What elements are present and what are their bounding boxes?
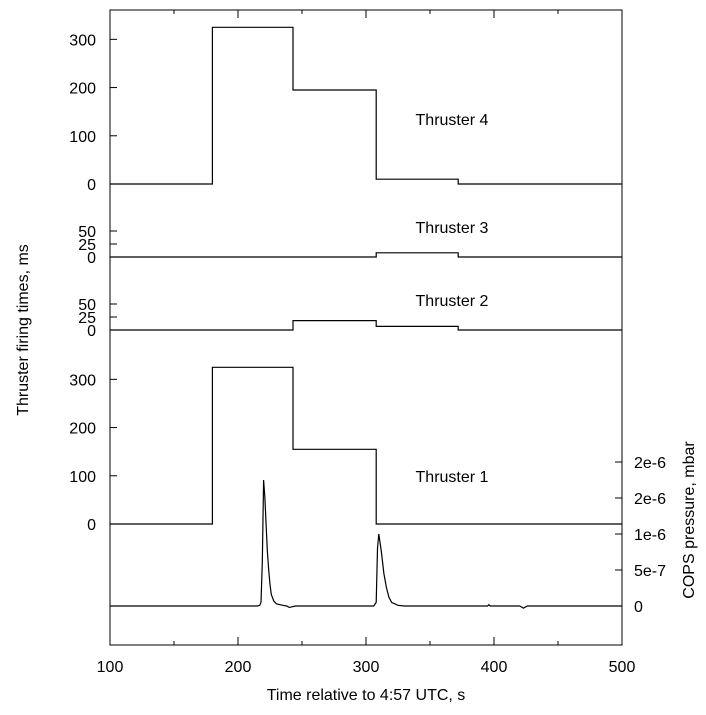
x-tick-label: 500 [609,659,636,676]
panel-annotations: Thruster 4 Thruster 3 Thruster 2 Thruster 1 [416,112,489,486]
thruster-2-label: Thruster 2 [416,293,489,310]
thruster-2-y-tick-label: 0 [87,323,96,340]
thruster-1-y-tick-label: 200 [69,421,96,438]
thruster-3-y-tick-label: 50 [78,224,96,241]
pressure-series-line [110,479,622,609]
x-tick-label: 100 [97,659,124,676]
right-y-axis-title: COPS pressure, mbar [681,441,698,599]
thruster-1-label: Thruster 1 [416,469,489,486]
thruster-4-y-tick-label: 200 [69,81,96,98]
thruster-3-series-line [110,252,622,258]
thruster-2-series-line [110,320,622,331]
plot-frame [109,9,623,646]
pressure-y-tick-label: 2e-6 [634,455,666,472]
thruster-1-y-tick-label: 300 [69,372,96,389]
thruster-3-y-tick-label: 0 [87,250,96,267]
thruster-2-y-tick-label: 50 [78,297,96,314]
thruster-4-label: Thruster 4 [416,112,489,129]
thruster-4-y-tick-label: 0 [87,177,96,194]
pressure-y-tick-label: 2e-6 [634,491,666,508]
thruster-2-y-tick-label: 25 [78,310,96,327]
x-tick-label: 300 [353,659,380,676]
x-tick-label: 400 [481,659,508,676]
thruster-1-y-tick-label: 0 [87,517,96,534]
series-layer [110,26,622,609]
x-axis-title: Time relative to 4:57 UTC, s [267,687,466,704]
thruster-3-y-tick-label: 25 [78,237,96,254]
tick-marks [109,10,623,645]
pressure-y-tick-label: 5e-7 [634,563,666,580]
thruster-1-series-line [110,366,622,525]
thruster-4-series-line [110,26,622,185]
x-tick-label: 200 [225,659,252,676]
tick-labels: 01002003000255002550010020030005e-71e-62… [69,32,666,676]
thruster-4-y-tick-label: 100 [69,129,96,146]
thruster-4-y-tick-label: 300 [69,32,96,49]
thruster-1-y-tick-label: 100 [69,469,96,486]
pressure-y-tick-label: 1e-6 [634,527,666,544]
thruster-3-label: Thruster 3 [416,220,489,237]
pressure-y-tick-label: 0 [634,599,643,616]
left-y-axis-title: Thruster firing times, ms [15,244,32,416]
